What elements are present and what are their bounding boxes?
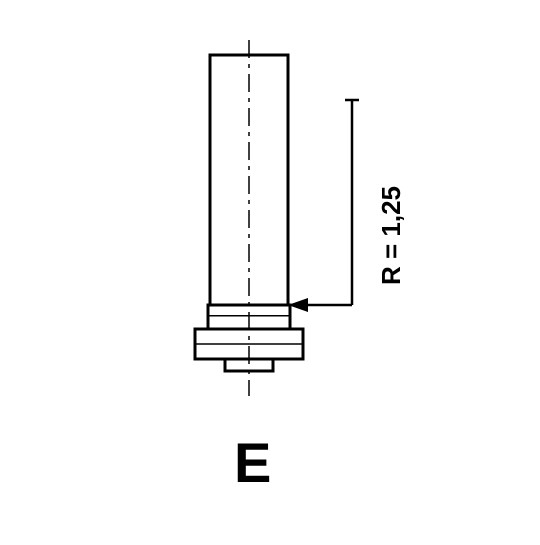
technical-drawing: R = 1,25 E (0, 0, 540, 540)
radius-dimension-label: R = 1,25 (376, 186, 407, 285)
view-label-e: E (234, 430, 271, 495)
